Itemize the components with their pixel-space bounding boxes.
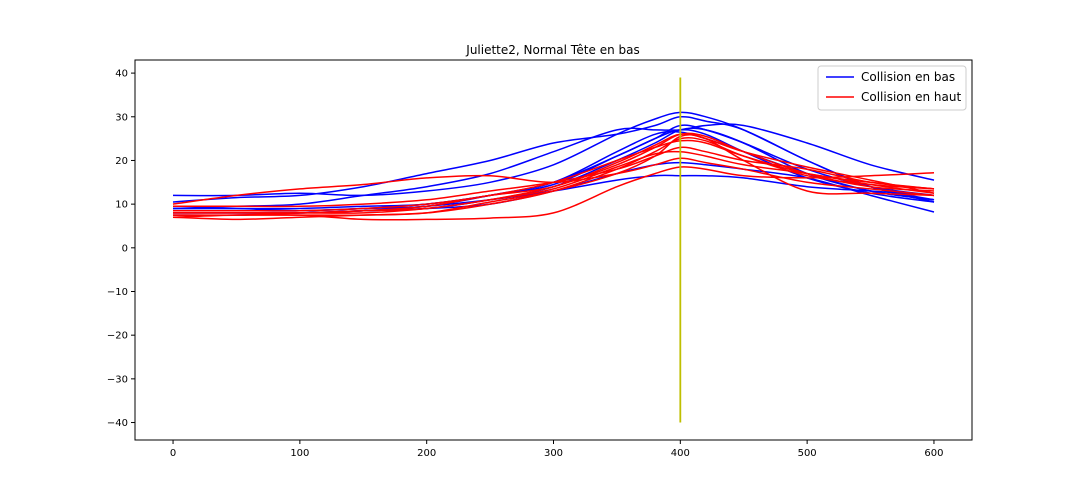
- x-tick-label: 0: [170, 448, 176, 459]
- chart-title: Juliette2, Normal Tête en bas: [465, 43, 639, 57]
- plot-area: [135, 60, 972, 440]
- legend: Collision en bas Collision en haut: [817, 65, 967, 111]
- y-tick-label: 10: [115, 200, 128, 211]
- y-tick-label: −30: [107, 374, 128, 385]
- legend-box: [817, 65, 967, 111]
- y-tick-label: 0: [122, 243, 128, 254]
- series-line-collision-en-haut: [173, 134, 935, 216]
- series-line-collision-en-haut: [172, 150, 935, 216]
- series-line-collision-en-haut: [172, 166, 935, 221]
- y-tick-label: −10: [107, 287, 128, 298]
- series-line-collision-en-bas: [172, 124, 935, 210]
- legend-label-collision-en-haut: Collision en haut: [861, 90, 961, 104]
- y-tick-label: −40: [107, 418, 128, 429]
- x-tick-label: 600: [924, 448, 943, 459]
- series-line-collision-en-bas: [172, 123, 935, 210]
- y-tick-label: 40: [115, 69, 128, 80]
- series-line-collision-en-haut: [173, 132, 935, 214]
- series-line-collision-en-haut: [173, 146, 935, 208]
- y-tick-label: −20: [107, 331, 128, 342]
- x-tick-label: 300: [544, 448, 563, 459]
- plot-frame: [134, 59, 973, 441]
- x-tick-label: 100: [290, 448, 309, 459]
- x-tick-label: 500: [798, 448, 817, 459]
- series-layer: [172, 111, 935, 221]
- y-tick-label: 20: [115, 156, 128, 167]
- series-line-collision-en-haut: [173, 139, 935, 212]
- y-tick-label: 30: [115, 112, 128, 123]
- legend-label-collision-en-bas: Collision en bas: [861, 70, 955, 84]
- x-axis-ticks: 0 100 200 300 400 500 600: [170, 440, 944, 459]
- x-tick-label: 200: [417, 448, 436, 459]
- series-line-collision-en-bas: [172, 115, 935, 203]
- y-axis-ticks: −40 −30 −20 −10 0 10 20 30 40: [107, 69, 135, 429]
- x-tick-label: 400: [671, 448, 690, 459]
